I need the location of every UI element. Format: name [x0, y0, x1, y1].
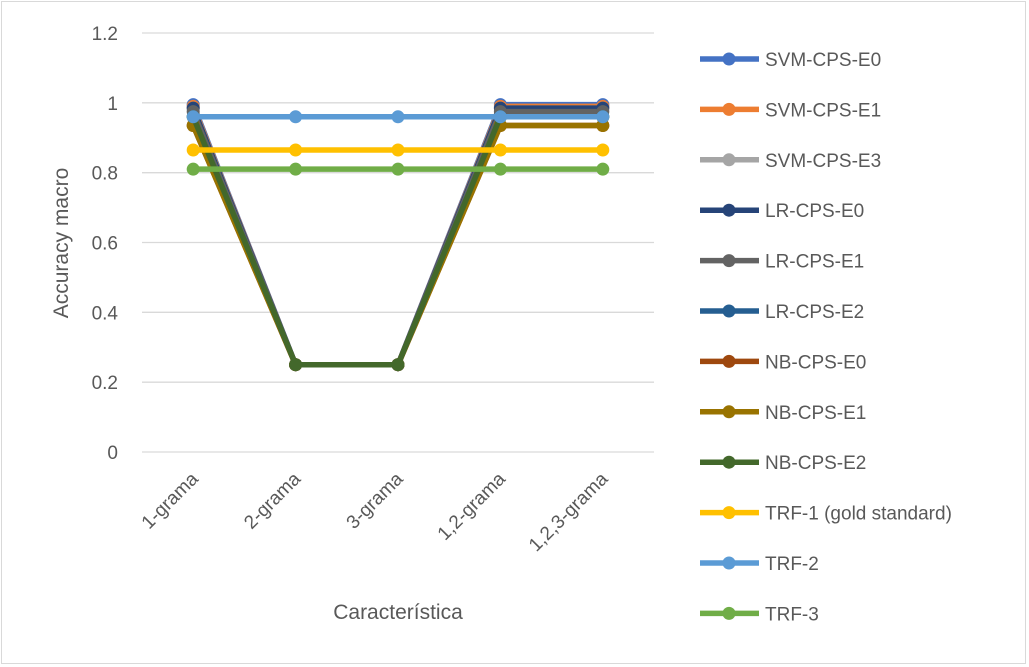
- legend-swatch-marker: [722, 102, 736, 116]
- series-0: [186, 98, 610, 372]
- legend-item: LR-CPS-E0: [700, 201, 864, 222]
- series-line: [190, 122, 603, 368]
- legend-swatch-marker: [722, 556, 736, 570]
- x-axis-tick-labels: 1-grama 2-grama 3-grama 1,2-grama 1,2,3-gram…: [138, 468, 613, 556]
- series-3: [186, 101, 610, 372]
- data-point: [493, 162, 507, 176]
- legend-label: NB-CPS-E1: [765, 403, 866, 424]
- series-1: [186, 99, 610, 372]
- gridlines: [142, 32, 654, 453]
- legend-item: TRF-3: [700, 604, 819, 625]
- y-axis-tick-labels: 0 0.2 0.4 0.6 0.8 1 1.2: [92, 24, 119, 464]
- legend-item: LR-CPS-E1: [700, 252, 864, 273]
- data-point: [289, 358, 303, 372]
- data-point: [391, 110, 405, 124]
- legend-item: NB-CPS-E1: [700, 403, 866, 424]
- legend-swatch-marker: [722, 506, 736, 520]
- legend-swatch-marker: [722, 203, 736, 217]
- legend-swatch-marker: [722, 455, 736, 469]
- data-point: [186, 110, 200, 124]
- legend-label: NB-CPS-E0: [765, 352, 866, 373]
- legend-swatch-marker: [722, 304, 736, 318]
- data-point: [596, 110, 610, 124]
- x-tick-label: 2-grama: [240, 468, 305, 533]
- data-point: [289, 110, 303, 124]
- data-point: [186, 143, 200, 157]
- y-tick-label: 0.2: [92, 373, 118, 394]
- series-lines: [186, 98, 610, 372]
- x-tick-label: 1,2-grama: [434, 468, 510, 544]
- legend: SVM-CPS-E0 SVM-CPS-E1 SVM-CPS-E3 LR-CPS-E0 L…: [700, 50, 952, 625]
- x-tick-label: 1-grama: [138, 468, 203, 533]
- y-tick-label: 0.6: [92, 234, 118, 255]
- legend-item: TRF-2: [700, 554, 819, 575]
- legend-item: SVM-CPS-E0: [700, 50, 881, 71]
- y-tick-label: 0.4: [92, 303, 119, 324]
- legend-item: NB-CPS-E0: [700, 352, 866, 373]
- legend-label: LR-CPS-E2: [765, 302, 864, 323]
- legend-label: SVM-CPS-E3: [765, 151, 881, 172]
- data-point: [289, 162, 303, 176]
- x-axis-title: Característica: [333, 601, 463, 624]
- data-point: [186, 162, 200, 176]
- legend-swatch-marker: [722, 153, 736, 167]
- data-point: [391, 358, 405, 372]
- x-tick-label: 3-grama: [343, 468, 408, 533]
- series-2: [186, 101, 610, 372]
- legend-item: NB-CPS-E2: [700, 453, 866, 474]
- legend-item: LR-CPS-E2: [700, 302, 864, 323]
- legend-swatch-marker: [722, 354, 736, 368]
- series-line: [190, 122, 603, 368]
- y-tick-label: 1: [107, 94, 118, 115]
- data-point: [493, 110, 507, 124]
- legend-item: SVM-CPS-E1: [700, 100, 881, 121]
- legend-label: TRF-2: [765, 554, 819, 575]
- legend-label: LR-CPS-E0: [765, 201, 864, 222]
- legend-label: SVM-CPS-E1: [765, 100, 881, 121]
- data-point: [391, 143, 405, 157]
- series-10: [186, 110, 610, 124]
- legend-label: SVM-CPS-E0: [765, 50, 881, 71]
- legend-swatch-marker: [722, 606, 736, 620]
- data-point: [596, 162, 610, 176]
- legend-swatch-marker: [722, 52, 736, 66]
- legend-swatch-marker: [722, 405, 736, 419]
- x-tick-label: 1,2,3-grama: [525, 468, 613, 556]
- y-tick-label: 0.8: [92, 164, 118, 185]
- legend-label: NB-CPS-E2: [765, 453, 866, 474]
- legend-item: SVM-CPS-E3: [700, 151, 881, 172]
- data-point: [493, 143, 507, 157]
- y-tick-label: 0: [107, 443, 118, 464]
- data-point: [289, 143, 303, 157]
- legend-label: LR-CPS-E1: [765, 252, 864, 273]
- legend-label: TRF-3: [765, 604, 819, 625]
- legend-item: TRF-1 (gold standard): [700, 504, 952, 525]
- series-9: [186, 143, 610, 157]
- legend-label: TRF-1 (gold standard): [765, 504, 952, 525]
- y-tick-label: 1.2: [92, 24, 118, 45]
- legend-swatch-marker: [722, 254, 736, 268]
- series-11: [186, 162, 610, 176]
- data-point: [391, 162, 405, 176]
- data-point: [596, 143, 610, 157]
- y-axis-title: Accuracy macro: [50, 168, 73, 319]
